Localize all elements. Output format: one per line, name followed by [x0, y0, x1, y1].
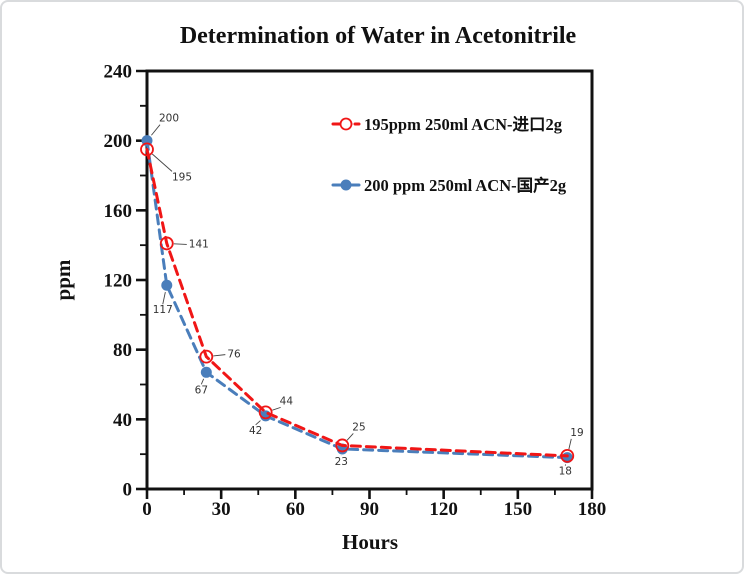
label-leader-line	[162, 291, 166, 305]
data-point-label: 25	[352, 421, 365, 433]
data-point-open-circle	[199, 349, 214, 364]
y-tick-label: 160	[104, 201, 133, 222]
data-point-filled-circle	[200, 366, 212, 378]
data-point-label: 76	[227, 349, 241, 361]
legend-marker-imported	[331, 117, 361, 131]
legend: 195ppm 250ml ACN-进口2g 200 ppm 250ml ACN-…	[331, 115, 567, 195]
series-imported: 195 141 76 44 25 19	[140, 142, 584, 463]
axes: 0 30 60 90 120 150 180 0 40 80 120 160 200 240	[104, 62, 607, 521]
data-point-open-circle	[159, 236, 174, 251]
data-point-label: 19	[570, 427, 583, 439]
data-point-open-circle	[258, 405, 273, 420]
data-point-label: 117	[153, 304, 173, 316]
legend-label-imported: 195ppm 250ml ACN-进口2g	[364, 115, 563, 134]
label-leader-line	[346, 433, 354, 441]
legend-item-imported: 195ppm 250ml ACN-进口2g	[331, 115, 563, 134]
label-leader-line	[213, 354, 226, 357]
x-tick-label: 30	[212, 499, 231, 520]
data-series: 200 117 67 42 23 18 195 141 76 44 25 19	[140, 113, 584, 478]
y-tick-label: 120	[104, 271, 133, 292]
x-tick-label: 180	[578, 499, 607, 520]
label-leader-line	[568, 438, 572, 450]
series-line	[145, 139, 569, 460]
x-tick-label: 0	[142, 499, 152, 520]
data-point-open-circle	[560, 449, 575, 463]
legend-label-domestic: 200 ppm 250ml ACN-国产2g	[364, 175, 567, 195]
x-tick-label: 60	[286, 499, 305, 520]
label-leader-line	[151, 153, 173, 172]
y-tick-label: 200	[104, 131, 133, 152]
data-point-label: 195	[172, 171, 192, 183]
data-point-label: 44	[280, 395, 294, 407]
data-point-label: 141	[189, 238, 209, 250]
x-tick-label: 90	[360, 499, 379, 520]
y-axis-title: ppm	[51, 259, 75, 300]
label-leader-line	[151, 124, 161, 136]
x-tick-label: 120	[429, 499, 458, 520]
data-point-open-circle	[140, 142, 154, 157]
y-tick-label: 0	[123, 480, 133, 501]
series-line	[145, 147, 569, 458]
legend-filled-circle	[340, 179, 352, 191]
data-point-label: 18	[559, 466, 572, 478]
legend-marker-domestic	[331, 179, 361, 191]
label-leader-line	[200, 378, 205, 385]
label-leader-line	[255, 420, 261, 426]
data-point-filled-circle	[161, 279, 173, 291]
chart-title: Determination of Water in Acetonitrile	[180, 23, 577, 49]
x-axis-title: Hours	[342, 530, 398, 554]
data-point-open-circle	[335, 438, 350, 453]
data-point-label: 23	[335, 456, 348, 468]
label-leader-line	[272, 406, 281, 411]
x-tick-label: 150	[504, 499, 533, 520]
y-tick-label: 40	[113, 410, 132, 431]
y-tick-label: 240	[104, 62, 133, 83]
data-point-label: 67	[195, 384, 208, 396]
label-leader-line	[173, 243, 187, 245]
legend-item-domestic: 200 ppm 250ml ACN-国产2g	[331, 175, 567, 195]
data-point-label: 42	[249, 425, 262, 437]
legend-open-circle	[339, 117, 353, 131]
data-point-label: 200	[159, 113, 179, 125]
y-tick-label: 80	[113, 340, 132, 361]
